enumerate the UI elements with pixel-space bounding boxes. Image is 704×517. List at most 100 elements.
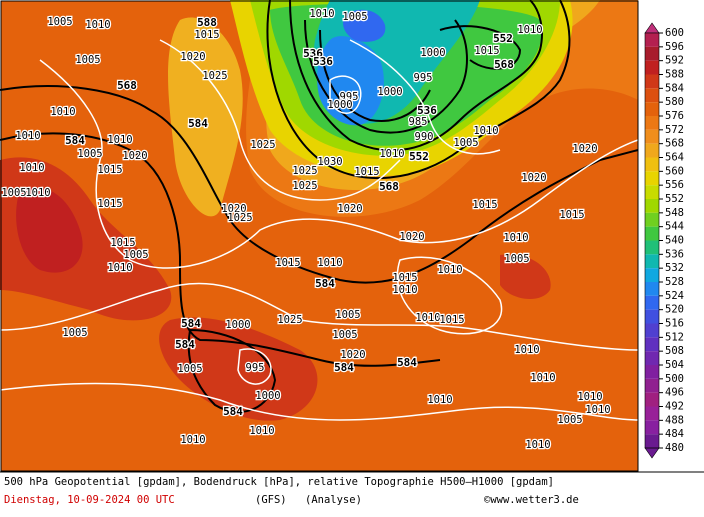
isobar-label: 1005 [123, 249, 148, 261]
colorbar-label: 496 [665, 387, 684, 399]
isobar-label: 1010 [309, 8, 334, 20]
colorbar-label: 528 [665, 276, 684, 288]
isobar-label: 1005 [75, 54, 100, 66]
isobar-label: 1010 [107, 262, 132, 274]
isobar-label: 1010 [379, 148, 404, 160]
colorbar-label: 480 [665, 442, 684, 454]
isobar-label: 1000 [420, 47, 445, 59]
contour-line [319, 29, 431, 122]
isobar-label: 1010 [50, 106, 75, 118]
isobar-label: 1010 [473, 125, 498, 137]
isobar-label: 1005 [47, 16, 72, 28]
geopotential-label: 584 [223, 405, 243, 418]
isobar-label: 1010 [517, 24, 542, 36]
isobar-label: 1015 [354, 166, 379, 178]
field-584 [500, 254, 551, 300]
isobar-label: 1010 [19, 162, 44, 174]
colorbar-label: 560 [665, 165, 684, 177]
isobar-label: 1010 [317, 257, 342, 269]
isobar-label: 1015 [275, 257, 300, 269]
colorbar-swatch [645, 392, 659, 407]
contour-line [187, 328, 277, 413]
colorbar-swatch [645, 88, 659, 103]
isobar-label: 1015 [97, 198, 122, 210]
isobar-label: 1020 [337, 203, 362, 215]
isobar-label: 995 [414, 72, 433, 84]
isobar-label: 1010 [415, 312, 440, 324]
colorbar-label: 584 [665, 82, 684, 94]
colorbar-label: 576 [665, 110, 684, 122]
colorbar-label: 540 [665, 235, 684, 247]
colorbar-label: 600 [665, 27, 684, 39]
geopotential-label: 568 [494, 58, 514, 71]
colorbar-label: 536 [665, 248, 684, 260]
isobar [329, 75, 362, 114]
isobar-label: 1010 [249, 425, 274, 437]
isobar [159, 39, 401, 201]
contour-line [0, 132, 441, 367]
colorbar-label: 572 [665, 124, 684, 136]
caption-model: (GFS) [255, 494, 287, 506]
isobar-label: 1015 [392, 272, 417, 284]
isobar-label: 1000 [255, 390, 280, 402]
colorbar-swatch [645, 365, 659, 379]
colorbar-swatch [645, 254, 659, 269]
contour-line [266, 0, 571, 180]
colorbar-label: 516 [665, 318, 684, 330]
caption-description: 500 hPa Geopotential [gpdam], Bodendruck… [4, 476, 554, 488]
colorbar-label: 488 [665, 414, 684, 426]
isobar-label: 1000 [327, 99, 352, 111]
contour-line [439, 25, 522, 70]
isobar-label: 1005 [332, 329, 357, 341]
isobar-label: 1005 [557, 414, 582, 426]
geopotential-label: 536 [303, 47, 323, 60]
isobar-label: 1025 [227, 212, 252, 224]
colorbar-swatch [645, 60, 659, 75]
isobar-label: 1020 [122, 150, 147, 162]
isobar-label: 1010 [25, 187, 50, 199]
isobar-label: 985 [409, 116, 428, 128]
caption-date: Dienstag, 10-09-2024 00 UTC [4, 494, 175, 506]
colorbar-label: 568 [665, 138, 684, 150]
colorbar-swatch [645, 282, 659, 296]
isobar-label: 1005 [335, 309, 360, 321]
isobar-label: 1015 [439, 314, 464, 326]
colorbar-label: 544 [665, 221, 684, 233]
isobar-label: 1010 [514, 344, 539, 356]
isobar-label: 1005 [1, 187, 26, 199]
isobar-label: 1005 [77, 148, 102, 160]
colorbar-swatch [645, 33, 659, 47]
isobar-label: 1030 [317, 156, 342, 168]
isobar [396, 256, 503, 335]
colorbar-frame [644, 32, 660, 449]
colorbar-label: 588 [665, 69, 684, 81]
isobar-label: 995 [246, 362, 265, 374]
colorbar-swatch [645, 129, 659, 144]
isobar-label: 1015 [559, 209, 584, 221]
geopotential-label: 536 [417, 104, 437, 117]
colorbar-swatch [645, 337, 659, 352]
isobar-label: 1010 [525, 439, 550, 451]
colorbar-swatch [645, 199, 659, 213]
isobar-label: 1000 [225, 319, 250, 331]
colorbar-label: 508 [665, 345, 684, 357]
map-frame [0, 0, 639, 472]
colorbar-label: 564 [665, 152, 684, 164]
isobar-label: 1025 [277, 314, 302, 326]
isobar [349, 39, 501, 155]
colorbar-swatch [645, 323, 659, 338]
geopotential-label: 588 [197, 16, 217, 29]
contour-line [289, 0, 543, 152]
colorbar-label: 580 [665, 96, 684, 108]
colorbar-swatch [645, 102, 659, 116]
colorbar-swatch [645, 378, 659, 393]
isobar-label: 1025 [292, 165, 317, 177]
contour-line [0, 85, 639, 284]
geopotential-label: 552 [409, 150, 429, 163]
isobar-label: 1005 [177, 363, 202, 375]
isobar-label: 1020 [572, 143, 597, 155]
colorbar-label: 592 [665, 55, 684, 67]
geopotential-label: 584 [334, 361, 354, 374]
